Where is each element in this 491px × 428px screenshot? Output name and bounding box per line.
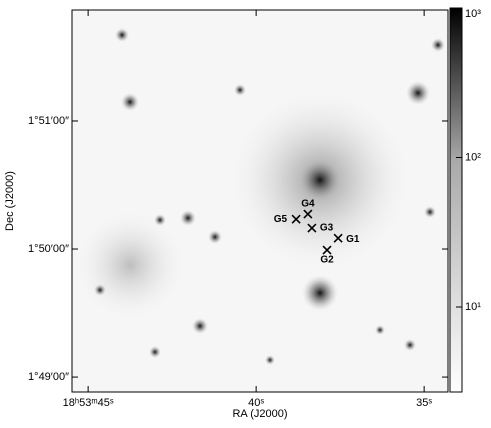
y-tick-label: 1°51′00″ [28, 115, 69, 127]
colorbar-tick-label: 10¹ [465, 301, 481, 313]
marker-cross [322, 245, 332, 255]
x-tick-label: 18ʰ53ᵐ45ˢ [63, 397, 114, 409]
colorbar-tick-label: 10³ [465, 8, 481, 20]
y-tick-label: 1°49′00″ [28, 371, 69, 383]
marker-label: G2 [320, 255, 334, 266]
marker-cross [291, 214, 301, 224]
y-tick-label: 1°50′00″ [28, 243, 69, 255]
marker-cross [303, 209, 313, 219]
x-axis-label: RA (J2000) [232, 408, 287, 420]
colorbar-tick-label: 10² [465, 151, 481, 163]
marker-label: G1 [346, 234, 360, 245]
y-axis-label: Dec (J2000) [4, 171, 16, 231]
colorbar [449, 7, 463, 393]
marker-label: G4 [301, 199, 315, 210]
marker-cross [307, 223, 317, 233]
marker-label: G5 [274, 214, 288, 225]
x-tick-label: 40ˢ [248, 397, 264, 409]
marker-cross [333, 233, 343, 243]
x-tick-label: 35ˢ [416, 397, 432, 409]
marker-label: G3 [320, 223, 334, 234]
sky-image [72, 10, 448, 392]
